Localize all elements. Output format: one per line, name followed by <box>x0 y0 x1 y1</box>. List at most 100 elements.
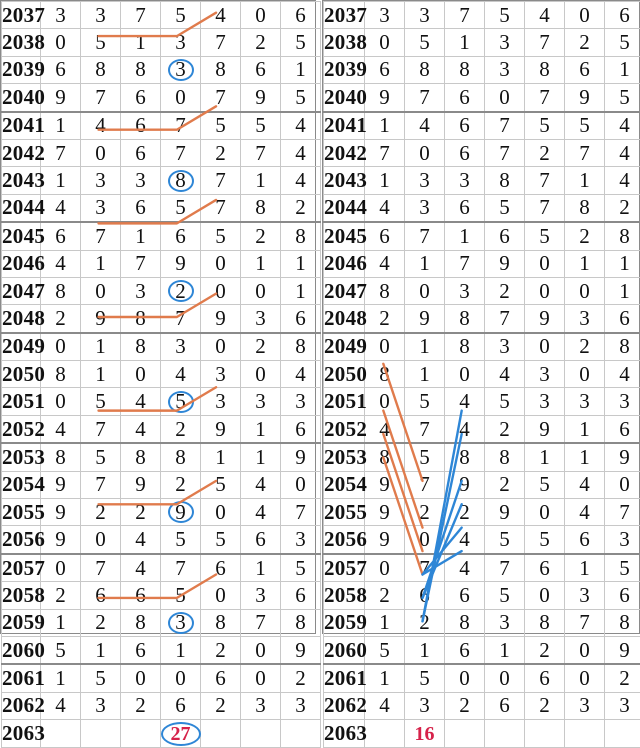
digit-cell: 3 <box>81 194 121 222</box>
digit-cell: 1 <box>485 636 525 664</box>
digit-value: 1 <box>295 251 306 275</box>
digit-value: 2 <box>379 306 390 330</box>
digit-value: 1 <box>459 224 470 248</box>
digit-value: 7 <box>255 141 266 165</box>
digit-cell: 7 <box>485 139 525 166</box>
digit-value: 8 <box>175 445 186 469</box>
row-issue-label: 2045 <box>324 222 365 250</box>
digit-cell: 4 <box>485 361 525 388</box>
digit-cell: 6 <box>161 692 201 719</box>
digit-cell: 5 <box>525 222 565 250</box>
digit-cell: 3 <box>365 2 405 29</box>
digit-cell: 2 <box>161 471 201 498</box>
digit-cell: 8 <box>365 277 405 304</box>
digit-cell: 6 <box>525 664 565 692</box>
digit-value: 0 <box>55 334 66 358</box>
digit-value: 9 <box>379 85 390 109</box>
digit-cell: 5 <box>485 582 525 609</box>
digit-cell: 6 <box>605 2 640 29</box>
digit-cell: 3 <box>445 277 485 304</box>
digit-cell: 7 <box>565 139 605 166</box>
digit-value: 5 <box>499 527 510 551</box>
digit-cell: 3 <box>565 305 605 333</box>
digit-value: 0 <box>499 85 510 109</box>
digit-cell: 4 <box>201 2 241 29</box>
digit-value: 1 <box>95 638 106 662</box>
digit-cell: 8 <box>201 609 241 636</box>
digit-value: 8 <box>539 57 550 81</box>
digit-cell: 4 <box>41 194 81 222</box>
digit-cell: 5 <box>525 112 565 140</box>
digit-value: 2 <box>499 472 510 496</box>
digit-value: 0 <box>255 3 266 27</box>
digit-cell: 0 <box>121 664 161 692</box>
digit-cell: 4 <box>241 471 281 498</box>
digit-cell: 1 <box>201 443 241 471</box>
digit-value: 6 <box>135 113 146 137</box>
digit-value: 0 <box>579 3 590 27</box>
digit-value: 5 <box>499 195 510 219</box>
digit-value: 3 <box>579 389 590 413</box>
digit-cell: 8 <box>241 194 281 222</box>
digit-value: 4 <box>295 141 306 165</box>
digit-cell: 4 <box>281 361 321 388</box>
digit-cell: 1 <box>605 56 640 83</box>
digit-value: 3 <box>255 389 266 413</box>
digit-value: 1 <box>379 666 390 690</box>
digit-cell: 5 <box>161 582 201 609</box>
digit-value: 2 <box>379 583 390 607</box>
digit-cell: 5 <box>405 29 445 56</box>
digit-cell: 3 <box>121 167 161 194</box>
row-issue-label: 2061 <box>2 664 41 692</box>
digit-value: 7 <box>95 85 106 109</box>
digit-value: 5 <box>295 85 306 109</box>
digit-cell: 4 <box>41 415 81 443</box>
digit-cell: 5 <box>485 194 525 222</box>
digit-value: 9 <box>55 527 66 551</box>
digit-cell: 8 <box>41 443 81 471</box>
digit-value: 0 <box>95 527 106 551</box>
row-issue-label: 2060 <box>2 636 41 664</box>
digit-value: 2 <box>255 224 266 248</box>
digit-cell: 3 <box>445 167 485 194</box>
digit-cell: 4 <box>445 388 485 415</box>
digit-cell: 8 <box>445 56 485 83</box>
digit-value: 1 <box>295 57 306 81</box>
digit-cell: 0 <box>81 277 121 304</box>
row-issue-label: 2040 <box>2 84 41 112</box>
digit-value: 6 <box>379 57 390 81</box>
digit-value: 5 <box>499 583 510 607</box>
digit-value: 6 <box>295 583 306 607</box>
digit-cell: 0 <box>201 582 241 609</box>
digit-value: 0 <box>295 472 306 496</box>
digit-cell: 5 <box>161 388 201 415</box>
row-issue-label: 2054 <box>2 471 41 498</box>
digit-cell: 6 <box>81 582 121 609</box>
digit-value: 5 <box>175 583 186 607</box>
prediction-sum-value: 27 <box>171 723 191 746</box>
digit-cell: 3 <box>565 582 605 609</box>
digit-cell <box>605 720 640 747</box>
digit-cell: 1 <box>565 443 605 471</box>
digit-cell: 0 <box>525 250 565 277</box>
digit-value: 6 <box>459 638 470 662</box>
digit-cell: 5 <box>161 194 201 222</box>
digit-value: 4 <box>379 195 390 219</box>
digit-value: 7 <box>579 610 590 634</box>
digit-cell: 6 <box>405 582 445 609</box>
digit-cell: 7 <box>405 222 445 250</box>
digit-cell: 5 <box>201 222 241 250</box>
digit-value: 4 <box>459 389 470 413</box>
digit-value: 2 <box>619 666 630 690</box>
digit-value: 1 <box>135 30 146 54</box>
digit-value: 5 <box>95 445 106 469</box>
digit-value: 9 <box>379 472 390 496</box>
digit-cell: 7 <box>81 84 121 112</box>
row-issue-label: 2044 <box>2 194 41 222</box>
